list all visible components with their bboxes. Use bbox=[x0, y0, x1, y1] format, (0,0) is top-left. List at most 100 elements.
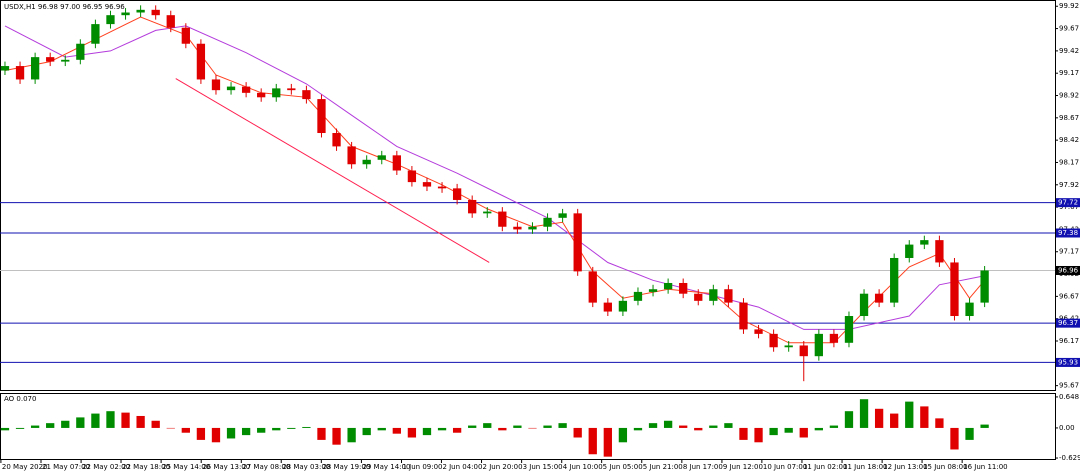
candle-body bbox=[332, 133, 341, 147]
y-tick-label: 96.17 bbox=[1059, 337, 1079, 345]
y-tick-label: 98.92 bbox=[1059, 92, 1079, 100]
ao-bar bbox=[196, 427, 206, 440]
x-tick-label: 28 May 19:00 bbox=[322, 463, 370, 471]
candle-body bbox=[603, 302, 612, 312]
ao-bar bbox=[588, 427, 597, 455]
candle-body bbox=[257, 92, 266, 98]
candle-body bbox=[121, 12, 130, 16]
x-tick-label: 21 May 07:00 bbox=[42, 463, 90, 471]
candle-body bbox=[754, 329, 763, 334]
ao-bar bbox=[739, 427, 748, 440]
level-label-box bbox=[1056, 357, 1080, 367]
candle-body bbox=[196, 43, 206, 80]
y-tick-label: 98.67 bbox=[1059, 114, 1079, 122]
y-tick-label: 97.17 bbox=[1059, 248, 1079, 256]
ao-bar bbox=[287, 427, 296, 429]
candle-body bbox=[844, 316, 854, 343]
ao-bar bbox=[211, 427, 221, 443]
candle-body bbox=[347, 146, 356, 165]
candle-body bbox=[784, 345, 793, 348]
candle-body bbox=[407, 170, 417, 183]
candle-body bbox=[30, 57, 40, 80]
level-label: 97.72 bbox=[1058, 199, 1078, 207]
ao-bar bbox=[347, 427, 356, 443]
ao-bar bbox=[543, 425, 552, 428]
x-tick-label: 1 Jun 09:00 bbox=[403, 463, 443, 471]
x-tick-label: 26 May 13:00 bbox=[202, 463, 250, 471]
level-label: 96.37 bbox=[1058, 319, 1078, 327]
ao-bar bbox=[0, 427, 10, 431]
candle-body bbox=[739, 302, 748, 330]
ao-bar bbox=[136, 415, 145, 428]
ao-bar bbox=[91, 413, 100, 428]
candle-body bbox=[377, 155, 386, 160]
ao-bar bbox=[799, 427, 808, 438]
ao-bar bbox=[61, 420, 70, 428]
ao-bar bbox=[76, 417, 85, 428]
candle-body bbox=[362, 159, 371, 165]
level-label: 95.93 bbox=[1058, 358, 1078, 366]
candle-body bbox=[528, 226, 537, 230]
candle-body bbox=[543, 217, 552, 227]
x-tick-label: 27 May 08:00 bbox=[242, 463, 290, 471]
candle-body bbox=[965, 302, 974, 317]
candle-body bbox=[905, 244, 914, 258]
y-tick-label: 99.67 bbox=[1059, 25, 1079, 33]
ao-bar bbox=[814, 427, 823, 431]
indicator-tick-label: 0.00 bbox=[1059, 424, 1075, 432]
ao-bar bbox=[603, 427, 612, 457]
indicator-tick-label: 0.648 bbox=[1059, 393, 1079, 401]
candle-body bbox=[483, 211, 492, 214]
ao-bar bbox=[46, 423, 55, 428]
candle-body bbox=[769, 333, 778, 348]
ao-bar bbox=[121, 412, 130, 428]
ao-bar bbox=[558, 423, 567, 428]
level-label-box bbox=[1056, 198, 1080, 208]
candle-body bbox=[422, 182, 432, 187]
ao-bar bbox=[950, 427, 959, 450]
ao-bar bbox=[498, 427, 507, 431]
ao-bar bbox=[679, 425, 688, 428]
candle-body bbox=[241, 86, 251, 93]
y-tick-label: 98.42 bbox=[1059, 136, 1079, 144]
candle-body bbox=[573, 213, 582, 272]
candle-body bbox=[920, 240, 929, 245]
candle-body bbox=[136, 9, 145, 13]
candle-body bbox=[272, 88, 281, 98]
y-tick-label: 99.92 bbox=[1059, 2, 1079, 10]
x-tick-label: 25 May 14:00 bbox=[162, 463, 210, 471]
x-tick-label: 2 Jun 04:00 bbox=[442, 463, 482, 471]
x-tick-label: 8 Jun 17:00 bbox=[683, 463, 723, 471]
ao-bar bbox=[272, 427, 281, 431]
x-tick-label: 10 Jun 07:00 bbox=[763, 463, 807, 471]
moving-average bbox=[4, 25, 985, 330]
x-tick-label: 9 Jun 12:00 bbox=[723, 463, 763, 471]
ao-bar bbox=[513, 425, 522, 428]
candle-body bbox=[633, 291, 643, 301]
candle-body bbox=[498, 211, 507, 227]
candle-body bbox=[829, 333, 839, 343]
ao-bar bbox=[181, 427, 190, 433]
ao-bar bbox=[483, 423, 492, 428]
candle-body bbox=[76, 43, 85, 60]
candle-body bbox=[663, 282, 673, 290]
x-tick-label: 22 May 02:00 bbox=[82, 463, 130, 471]
candle-body bbox=[437, 186, 447, 189]
ao-bar bbox=[468, 425, 477, 428]
ao-bar bbox=[890, 413, 899, 428]
ao-bar bbox=[151, 420, 160, 428]
candle-body bbox=[46, 57, 55, 62]
y-tick-label: 99.17 bbox=[1059, 69, 1079, 77]
trendline bbox=[175, 78, 490, 263]
x-tick-label: 11 Jun 18:00 bbox=[843, 463, 887, 471]
candle-body bbox=[181, 27, 190, 44]
ao-bar bbox=[663, 420, 673, 428]
ao-bar bbox=[648, 423, 658, 428]
candle-body bbox=[618, 300, 628, 312]
ao-bar bbox=[422, 427, 432, 436]
ao-bar bbox=[829, 425, 839, 428]
candle-body bbox=[890, 257, 899, 303]
candle-body bbox=[226, 86, 236, 91]
candle-body bbox=[814, 333, 823, 357]
